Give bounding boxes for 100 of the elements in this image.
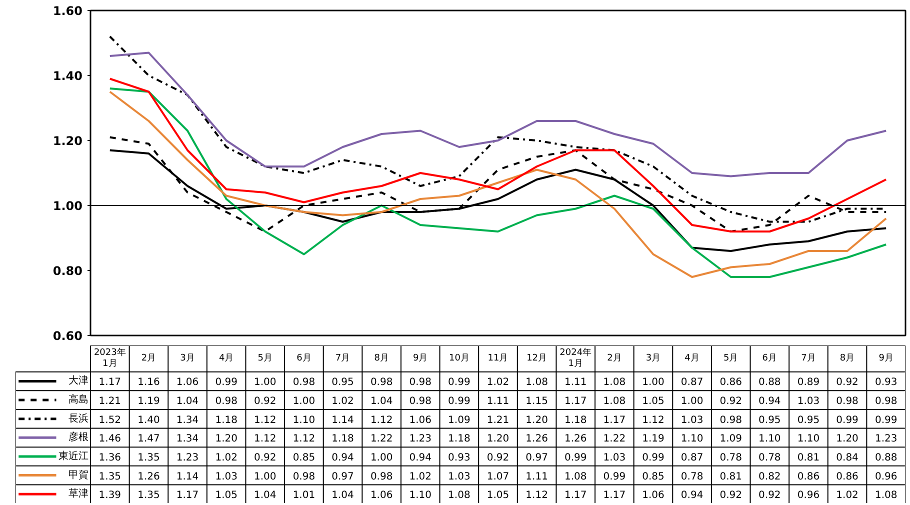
- data-label: 1.08: [448, 490, 470, 502]
- data-label: 1.05: [486, 490, 510, 502]
- y-tick-label: 0.60: [52, 329, 82, 343]
- data-label: 0.78: [680, 471, 704, 482]
- x-tick-label: 3月: [180, 354, 195, 364]
- x-tick-label: 5月: [723, 354, 738, 364]
- x-tick-label: 4月: [684, 354, 700, 364]
- data-label: 1.12: [254, 414, 276, 426]
- data-label: 0.97: [332, 471, 354, 482]
- data-label: 1.23: [176, 452, 199, 464]
- data-label: 0.99: [836, 414, 858, 426]
- y-tick-label: 0.80: [52, 264, 82, 278]
- data-label: 1.20: [526, 414, 548, 426]
- legend-label: 東近江: [58, 450, 89, 462]
- data-label: 1.40: [138, 414, 160, 426]
- x-tick-label: 2月: [141, 354, 156, 364]
- data-label: 1.17: [98, 377, 122, 388]
- data-label: 0.94: [680, 490, 704, 502]
- data-label: 1.20: [836, 434, 858, 445]
- data-label: 1.11: [564, 377, 587, 388]
- data-label: 0.85: [642, 471, 664, 482]
- data-label: 1.26: [526, 434, 548, 445]
- data-label: 1.14: [176, 471, 199, 482]
- data-label: 1.06: [409, 414, 432, 426]
- data-label: 0.99: [564, 452, 587, 464]
- data-label: 1.14: [332, 414, 354, 426]
- x-tick-label: 8月: [840, 354, 855, 364]
- legend-label: 高島: [68, 394, 89, 406]
- data-label: 1.12: [526, 490, 548, 502]
- x-tick-label: 12月: [526, 354, 548, 364]
- data-label: 1.05: [642, 396, 664, 408]
- data-label: 0.98: [370, 471, 393, 482]
- data-label: 0.86: [797, 471, 820, 482]
- data-label: 1.21: [98, 396, 122, 408]
- data-label: 0.97: [526, 452, 548, 464]
- data-label: 0.92: [486, 452, 510, 464]
- data-label: 1.18: [332, 434, 354, 445]
- legend-label: 彦根: [68, 431, 89, 444]
- data-label: 1.47: [138, 434, 160, 445]
- data-label: 1.22: [370, 434, 393, 445]
- data-label: 1.02: [409, 471, 432, 482]
- data-label: 0.78: [720, 452, 742, 464]
- data-label: 1.08: [564, 471, 587, 482]
- data-label: 0.81: [720, 471, 742, 482]
- y-tick-label: 1.40: [52, 69, 82, 83]
- data-label: 0.87: [680, 377, 704, 388]
- x-tick-label: 10月: [448, 354, 470, 364]
- data-label: 1.36: [98, 452, 122, 464]
- data-label: 1.03: [215, 471, 238, 482]
- data-label: 0.98: [409, 377, 432, 388]
- data-label: 0.87: [680, 452, 704, 464]
- data-label: 1.23: [874, 434, 898, 445]
- data-label: 1.02: [836, 490, 858, 502]
- data-label: 1.05: [215, 490, 238, 502]
- data-label: 1.01: [292, 490, 316, 502]
- x-tick-label: 2月: [607, 354, 622, 364]
- data-label: 1.11: [526, 471, 548, 482]
- x-tick-label: 11月: [488, 354, 508, 364]
- data-label: 1.19: [642, 434, 664, 445]
- data-label: 1.00: [370, 452, 393, 464]
- data-label: 1.03: [603, 452, 626, 464]
- data-label: 0.99: [448, 396, 470, 408]
- data-label: 1.21: [486, 414, 510, 426]
- x-tick-label: 6月: [296, 354, 312, 364]
- x-tick-label: 3月: [646, 354, 661, 364]
- x-tick-label: 6月: [762, 354, 778, 364]
- data-label: 1.03: [797, 396, 820, 408]
- data-label: 1.35: [138, 452, 160, 464]
- data-label: 0.98: [874, 396, 898, 408]
- data-label: 0.93: [448, 452, 470, 464]
- data-label: 0.94: [758, 396, 781, 408]
- data-label: 0.99: [215, 377, 238, 388]
- data-label: 0.98: [215, 396, 238, 408]
- data-label: 0.99: [603, 471, 626, 482]
- data-label: 1.11: [486, 396, 510, 408]
- data-label: 1.09: [448, 414, 470, 426]
- data-label: 0.98: [836, 396, 858, 408]
- x-tick-label: 8月: [374, 354, 389, 364]
- data-label: 1.08: [874, 490, 898, 502]
- data-label: 0.99: [448, 377, 470, 388]
- data-label: 1.23: [409, 434, 432, 445]
- data-label: 1.12: [254, 434, 276, 445]
- data-label: 1.20: [486, 434, 510, 445]
- data-label: 0.99: [874, 414, 898, 426]
- data-label: 1.46: [98, 434, 122, 445]
- data-label: 1.15: [526, 396, 548, 408]
- data-label: 1.12: [370, 414, 393, 426]
- data-label: 1.17: [564, 490, 587, 502]
- data-label: 0.96: [874, 471, 898, 482]
- data-label: 0.98: [720, 414, 742, 426]
- data-label: 1.17: [564, 396, 587, 408]
- data-label: 1.00: [254, 471, 276, 482]
- data-label: 1.20: [215, 434, 238, 445]
- data-label: 0.92: [720, 490, 742, 502]
- data-label: 1.00: [292, 396, 316, 408]
- y-tick-label: 1.20: [52, 134, 82, 148]
- data-label: 1.10: [409, 490, 432, 502]
- data-label: 0.92: [758, 490, 781, 502]
- data-label: 0.98: [409, 396, 432, 408]
- data-label: 1.18: [448, 434, 470, 445]
